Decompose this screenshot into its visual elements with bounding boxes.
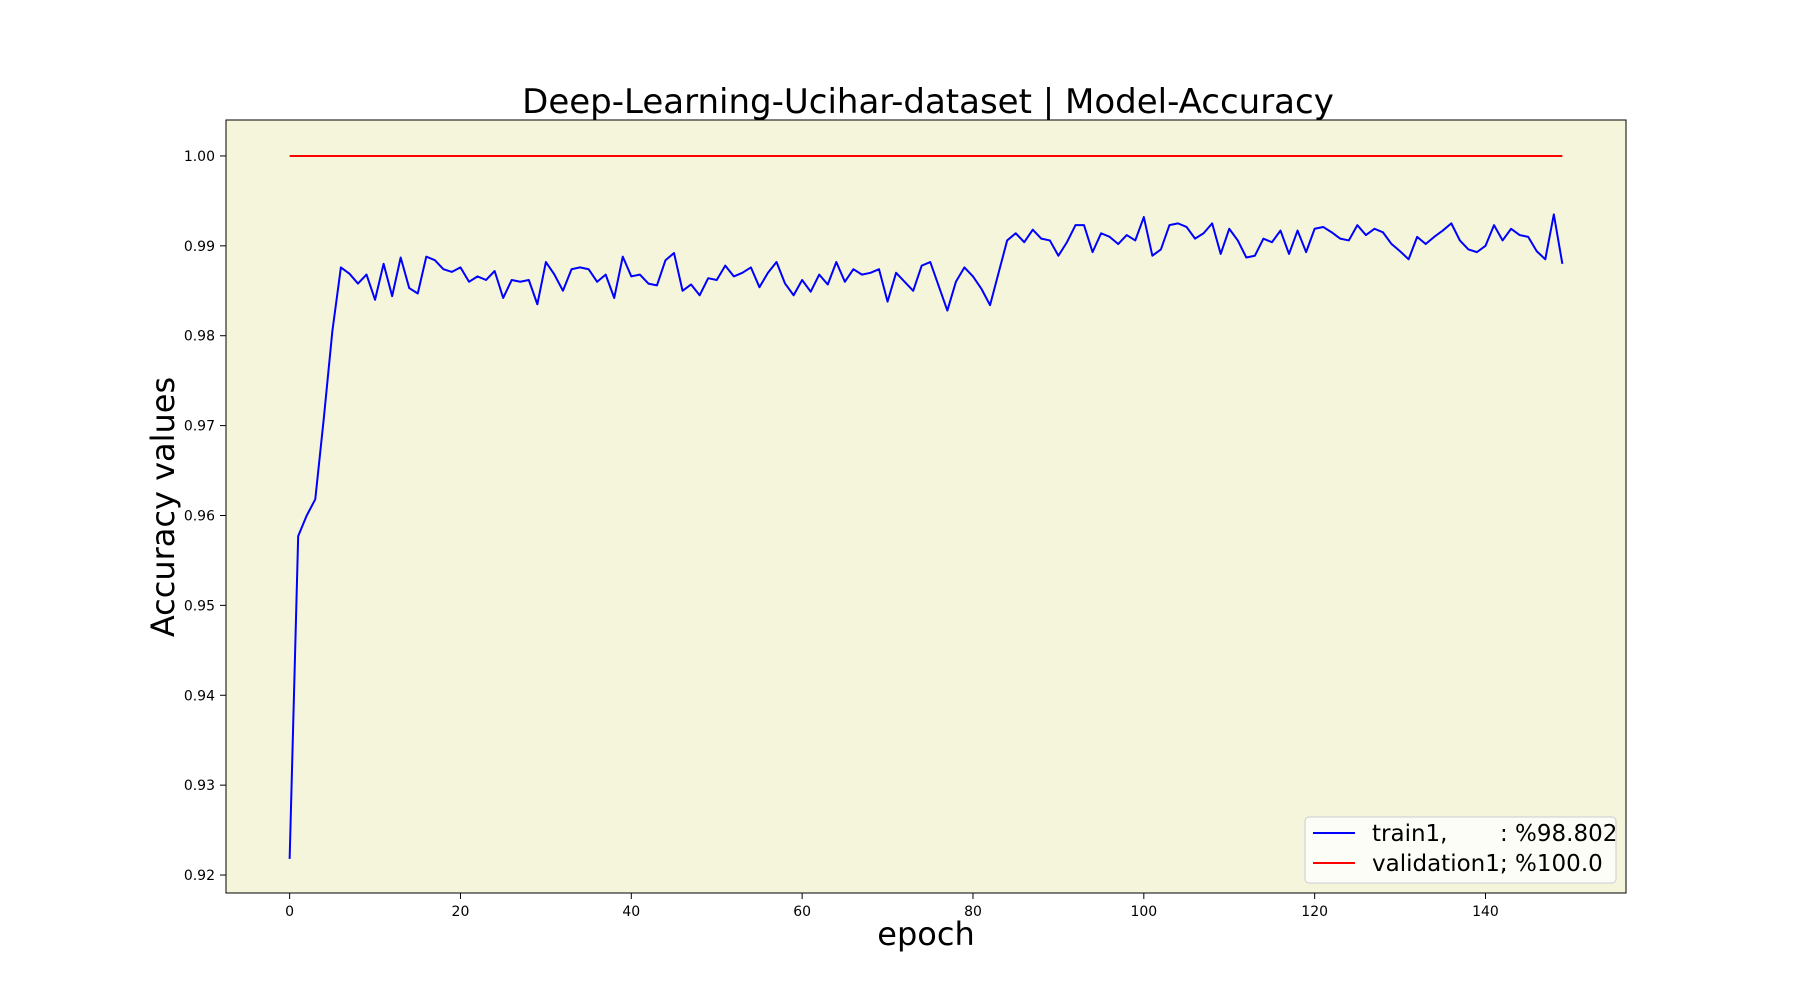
legend-value-train1: : %98.802 [1500,821,1617,847]
x-tick-label: 20 [452,904,470,920]
x-tick-label: 40 [622,904,640,920]
y-tick-label: 0.99 [184,239,215,255]
legend-label-validation1: validation1, [1372,851,1507,877]
y-tick-label: 1.00 [184,149,215,165]
legend-value-validation1: : %100.0 [1500,851,1603,877]
y-tick-label: 0.93 [184,778,215,794]
x-tick-label: 60 [793,904,811,920]
y-tick-label: 0.92 [184,868,215,884]
x-tick-label: 100 [1130,904,1157,920]
x-tick-label: 0 [285,904,294,920]
x-axis-label: epoch [877,915,974,953]
y-tick-label: 0.97 [184,419,215,435]
legend-label-train1: train1, [1372,821,1447,847]
chart-title: Deep-Learning-Ucihar-dataset | Model-Acc… [522,82,1334,122]
legend-box [1304,816,1617,884]
y-axis-label: Accuracy values [144,377,182,637]
x-tick-label: 120 [1301,904,1328,920]
series-line-train1 [288,213,1564,859]
y-tick-label: 0.98 [184,329,215,345]
x-tick-label: 140 [1472,904,1499,920]
legend: train1, : %98.802 validation1, : %100.0 [1304,816,1617,884]
x-tick-label: 80 [964,904,982,920]
y-tick-label: 0.95 [184,598,215,614]
y-tick-label: 0.96 [184,508,215,524]
plot-area [225,119,1627,894]
y-tick-label: 0.94 [184,688,215,704]
